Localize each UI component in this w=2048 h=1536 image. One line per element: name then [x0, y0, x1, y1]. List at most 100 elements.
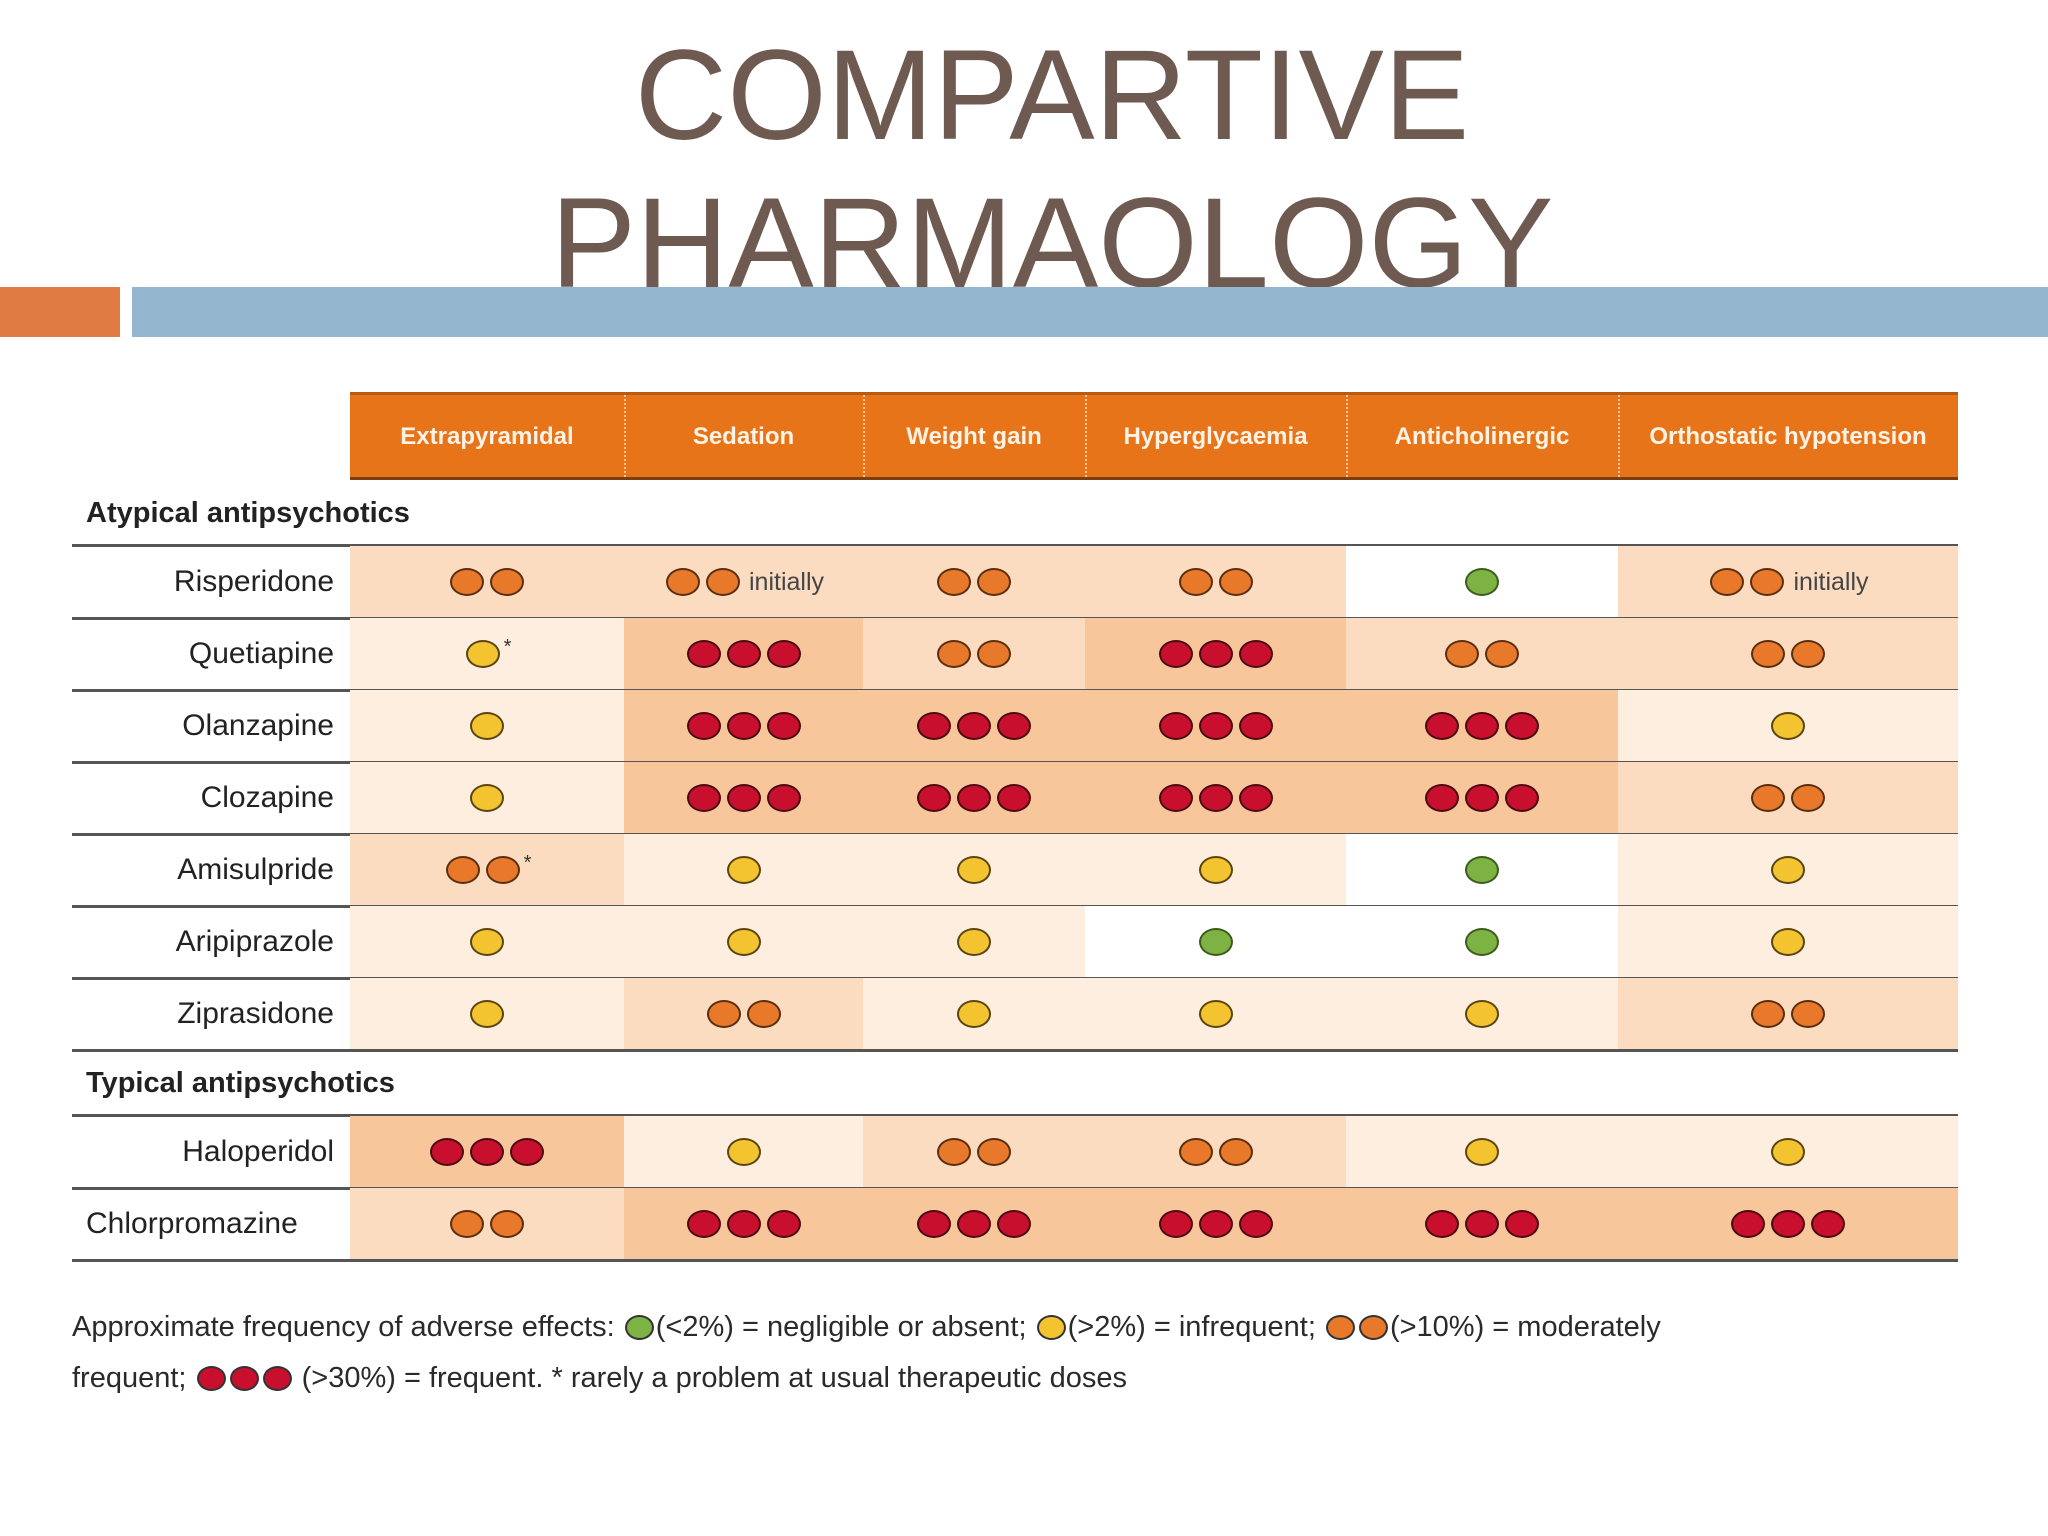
table-row: Quetiapine *: [72, 618, 1958, 690]
table-row: Amisulpride *: [72, 834, 1958, 906]
header-separator: [624, 395, 626, 477]
effect-cell: [863, 978, 1085, 1050]
asterisk-note: *: [523, 852, 532, 874]
legend-red-dot-icon: [262, 1366, 292, 1391]
frequency-dot-icon: [686, 712, 721, 740]
legend-frequent-word: frequent;: [72, 1362, 187, 1394]
accent-bar-orange: [0, 287, 120, 337]
frequency-dot-icon: [430, 1138, 464, 1166]
frequency-dot-icon: [957, 856, 991, 884]
frequency-dot-icon: [937, 640, 971, 668]
frequency-dot-icon: [686, 640, 721, 668]
effect-cell: [1085, 1116, 1346, 1188]
effect-cell: [1618, 1188, 1958, 1260]
frequency-dot-icon: [1505, 784, 1539, 812]
frequency-dot-icon: [997, 712, 1031, 740]
frequency-dot-icon: [1158, 784, 1193, 812]
frequency-dot-icon: [726, 784, 761, 812]
frequency-dot-icon: [977, 568, 1011, 596]
frequency-dot-icon: [1465, 1138, 1499, 1166]
row-divider: [72, 1049, 1958, 1052]
effect-cell: [624, 906, 863, 978]
frequency-dot-icon: [1158, 1210, 1193, 1238]
frequency-dot-icon: [766, 640, 801, 668]
frequency-dot-icon: [726, 1210, 761, 1238]
frequency-dot-icon: [726, 1138, 761, 1166]
effect-cell: [350, 1116, 624, 1188]
effect-cell: [1085, 618, 1346, 690]
cell-note: initially: [748, 567, 825, 596]
row-divider: [72, 1259, 1958, 1262]
legend-orange-dot-icon: [1358, 1315, 1388, 1340]
frequency-dot-icon: [957, 928, 991, 956]
column-header: Orthostatic hypotension: [1649, 422, 1927, 450]
row-divider: [72, 1114, 1958, 1117]
legend-red-dot-icon: [196, 1366, 226, 1391]
frequency-dot-icon: [1158, 712, 1193, 740]
frequency-dot-icon: [917, 712, 951, 740]
effect-cell: [1085, 546, 1346, 618]
column-header: Extrapyramidal: [400, 422, 574, 450]
effect-cell: [350, 1188, 624, 1260]
header-separator: [1618, 395, 1620, 477]
effect-cell: [624, 1188, 863, 1260]
effect-cell: [863, 546, 1085, 618]
effect-cell: [863, 1188, 1085, 1260]
header-separator: [1085, 395, 1087, 477]
frequency-dot-icon: [1791, 640, 1825, 668]
effect-cell: [1346, 834, 1618, 906]
effect-cell: initially: [1618, 546, 1958, 618]
frequency-dot-icon: [470, 1000, 504, 1028]
effect-cell: [624, 1116, 863, 1188]
effect-cell: [1618, 762, 1958, 834]
effect-cell: [863, 906, 1085, 978]
effect-cell: [863, 618, 1085, 690]
effect-cell: [350, 690, 624, 762]
title-line-1: COMPARTIVE: [634, 24, 1470, 167]
effect-cell: [1618, 618, 1958, 690]
table-row: Aripiprazole: [72, 906, 1958, 978]
frequency-dot-icon: [1198, 928, 1233, 956]
frequency-dot-icon: [450, 1210, 484, 1238]
drug-name: Risperidone: [173, 565, 334, 598]
section-label: Typical antipsychotics: [86, 1066, 395, 1099]
frequency-dot-icon: [997, 784, 1031, 812]
effect-cell: [624, 834, 863, 906]
frequency-dot-icon: [957, 712, 991, 740]
drug-name: Amisulpride: [177, 853, 334, 886]
frequency-dot-icon: [1465, 1000, 1499, 1028]
drug-name: Chlorpromazine: [86, 1207, 298, 1240]
frequency-dot-icon: [470, 1138, 504, 1166]
effect-cell: [1346, 690, 1618, 762]
frequency-dot-icon: [1505, 1210, 1539, 1238]
frequency-dot-icon: [957, 1210, 991, 1238]
frequency-dot-icon: [1158, 640, 1193, 668]
column-header: Sedation: [692, 422, 795, 450]
frequency-dot-icon: [1218, 568, 1253, 596]
effect-cell: [1346, 546, 1618, 618]
effect-cell: [863, 1116, 1085, 1188]
frequency-dot-icon: [1485, 640, 1519, 668]
frequency-dot-icon: [726, 856, 761, 884]
frequency-dot-icon: [1791, 784, 1825, 812]
legend-green-dot-icon: [624, 1315, 654, 1340]
frequency-dot-icon: [977, 640, 1011, 668]
frequency-dot-icon: [1178, 568, 1213, 596]
effect-cell: [624, 690, 863, 762]
legend-yellow-dot-icon: [1036, 1315, 1066, 1340]
effect-cell: initially: [624, 546, 863, 618]
table-row: Risperidone initially initially: [72, 546, 1958, 618]
frequency-dot-icon: [490, 1210, 524, 1238]
column-header: Anticholinergic: [1394, 422, 1570, 450]
frequency-dot-icon: [1425, 712, 1459, 740]
effect-cell: [1346, 978, 1618, 1050]
frequency-dot-icon: [1198, 856, 1233, 884]
header-separator: [863, 395, 865, 477]
frequency-dot-icon: [1771, 1138, 1805, 1166]
frequency-dot-icon: [1445, 640, 1479, 668]
drug-name: Aripiprazole: [175, 925, 334, 958]
effect-cell: [1085, 690, 1346, 762]
effect-cell: [350, 906, 624, 978]
frequency-dot-icon: [1710, 568, 1745, 596]
effect-cell: [1085, 834, 1346, 906]
